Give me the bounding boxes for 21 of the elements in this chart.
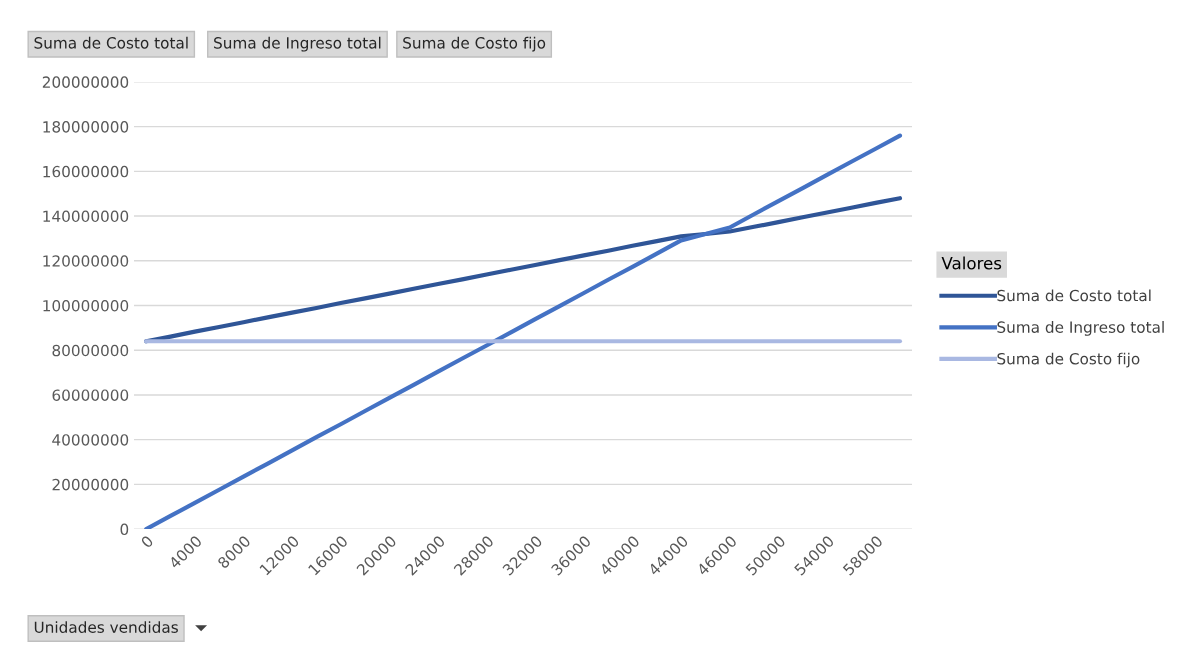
text: Suma de Ingreso total xyxy=(214,36,381,52)
y-tick-label: 40000000 xyxy=(52,434,129,446)
legend-label: Suma de Costo fijo xyxy=(997,352,1140,368)
y-tick-label: 200000000 xyxy=(42,76,129,88)
line-series xyxy=(144,133,903,530)
legend-title: Valores xyxy=(941,256,1002,270)
y-tick-label: 20000000 xyxy=(52,478,129,491)
y-tick-label: 100000000 xyxy=(43,299,129,312)
y-tick-label: 140000000 xyxy=(43,210,129,223)
y-tick-label: 160000000 xyxy=(43,165,129,178)
y-tick-label: 120000000 xyxy=(43,255,129,267)
y-tick-label: 0 xyxy=(120,523,129,536)
x-axis-title: Unidades vendidas xyxy=(34,621,178,633)
y-tick-label: 80000000 xyxy=(52,344,129,357)
y-tick-label: 180000000 xyxy=(43,121,129,133)
legend-label: Suma de Ingreso total xyxy=(997,321,1164,336)
x-tick-label: 0 xyxy=(140,534,154,549)
text: Suma de Costo total xyxy=(34,36,188,49)
y-tick-label: 60000000 xyxy=(52,389,129,401)
text: Suma de Costo fijo xyxy=(403,36,546,52)
legend-label: Suma de Costo total xyxy=(997,289,1151,302)
